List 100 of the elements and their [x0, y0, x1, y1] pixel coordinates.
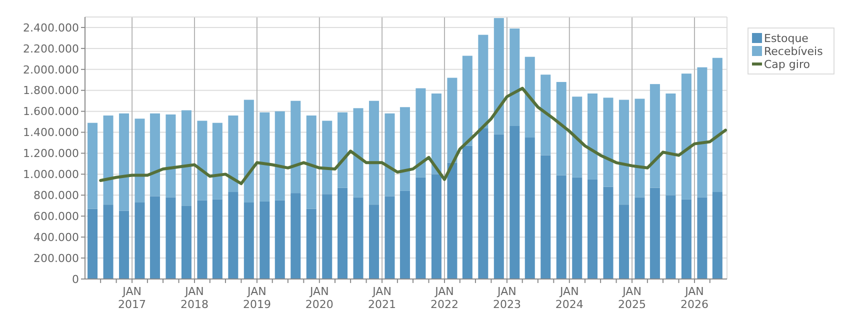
- y-tick-label: 2.400.000: [23, 21, 79, 34]
- bar: [306, 116, 316, 209]
- bar: [384, 196, 395, 279]
- bar: [244, 100, 254, 202]
- bar: [400, 190, 410, 279]
- y-tick-label: 1.800.000: [23, 84, 79, 98]
- bar: [588, 179, 598, 279]
- bar: [697, 67, 708, 198]
- bar: [322, 120, 332, 194]
- bar: [150, 196, 160, 279]
- bar: [510, 28, 520, 126]
- bar: [416, 88, 426, 178]
- bar: [384, 113, 395, 196]
- bar: [650, 188, 660, 279]
- x-tick-label: JAN 2018: [180, 285, 209, 311]
- bar: [338, 112, 348, 188]
- bar: [650, 84, 660, 188]
- bar: [494, 18, 504, 134]
- x-tick-label: JAN 2020: [305, 285, 334, 311]
- bar: [322, 194, 332, 279]
- x-tick-label: JAN 2024: [555, 285, 584, 311]
- bar: [540, 74, 551, 156]
- x-tick-label: JAN 2022: [430, 285, 458, 311]
- bar: [400, 107, 410, 191]
- legend-label: Estoque: [764, 32, 809, 45]
- x-tick-label: JAN 2025: [618, 285, 646, 311]
- bar: [338, 188, 348, 279]
- bar: [666, 195, 676, 279]
- bar: [103, 204, 114, 279]
- bar: [603, 98, 614, 187]
- bar: [212, 122, 222, 200]
- bar: [274, 111, 285, 200]
- bar: [260, 112, 270, 202]
- bar: [556, 82, 566, 176]
- bar: [634, 197, 645, 279]
- bar: [681, 74, 692, 200]
- bar: [416, 177, 426, 279]
- line-series: [99, 86, 727, 186]
- y-tick-label: 2.000.000: [23, 63, 79, 76]
- x-tick-label: JAN 2017: [118, 285, 146, 311]
- bar: [478, 34, 488, 128]
- x-tick-label: JAN 2023: [492, 285, 521, 311]
- bar: [681, 199, 692, 279]
- y-tick-label: 1.000.000: [23, 168, 79, 182]
- bar: [181, 110, 192, 206]
- bar: [572, 177, 582, 279]
- bar: [572, 96, 582, 178]
- bar: [134, 118, 145, 202]
- bar: [510, 126, 520, 279]
- bar: [369, 100, 380, 205]
- bar: [244, 202, 254, 279]
- bar: [290, 100, 301, 194]
- bar: [666, 94, 676, 196]
- bar: [353, 197, 364, 279]
- bar: [197, 120, 208, 200]
- bar: [103, 116, 114, 205]
- y-tick-label: 400.000: [34, 230, 79, 244]
- bar: [353, 108, 364, 198]
- bar: [306, 208, 316, 279]
- bar: [447, 78, 458, 163]
- y-tick-label: 800.000: [34, 189, 79, 202]
- bar: [478, 128, 488, 279]
- legend-label: Recebíveis: [764, 44, 824, 58]
- bar: [618, 204, 629, 279]
- y-tick-label: 1.400.000: [23, 126, 79, 140]
- x-tick-label: JAN 2021: [368, 285, 396, 311]
- bar: [697, 197, 708, 279]
- bar: [166, 197, 176, 279]
- legend-label: Cap giro: [764, 58, 810, 71]
- bar: [88, 208, 98, 279]
- bar: [197, 200, 208, 279]
- bar: [462, 146, 472, 279]
- bar: [369, 204, 380, 279]
- x-tick-label: JAN 2026: [680, 285, 708, 311]
- bar: [588, 94, 598, 180]
- bar: [494, 134, 504, 279]
- y-tick-label: 600.000: [34, 210, 79, 223]
- bar: [712, 58, 722, 192]
- bar: [181, 206, 192, 279]
- y-tick-label: 200.000: [34, 252, 79, 265]
- bar: [119, 210, 130, 279]
- bar: [431, 174, 442, 279]
- bar: [150, 113, 160, 196]
- bar: [462, 56, 472, 146]
- bar: [88, 122, 98, 209]
- bar: [447, 162, 458, 279]
- bar: [274, 200, 285, 279]
- y-tick-label: 0: [72, 272, 79, 286]
- x-tick-label: JAN 2019: [242, 285, 271, 311]
- bar: [431, 94, 442, 174]
- bar: [540, 155, 551, 279]
- bar: [166, 114, 176, 198]
- y-tick-label: 1.600.000: [23, 105, 79, 118]
- bar: [556, 175, 566, 279]
- bar: [618, 100, 629, 205]
- bar: [228, 192, 238, 279]
- bar: [603, 186, 614, 279]
- bar: [134, 202, 145, 279]
- y-tick-label: 1.200.000: [23, 147, 79, 160]
- bar: [524, 56, 535, 138]
